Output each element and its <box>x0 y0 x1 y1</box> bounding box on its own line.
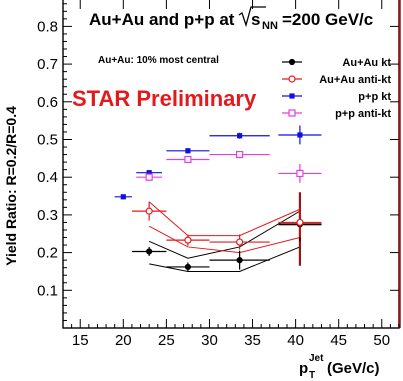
data-point <box>184 155 192 164</box>
x-axis-gevc: (GeV/c) <box>327 360 380 377</box>
x-axis-t: T <box>309 370 315 381</box>
data-point <box>236 257 243 264</box>
x-axis-sup: Jet <box>309 353 324 364</box>
y-tick-label: 0.4 <box>37 169 58 186</box>
data-point <box>288 75 296 83</box>
sys-band-lower <box>149 246 301 272</box>
title-tail: =200 GeV/c <box>282 10 373 29</box>
x-axis-title: p <box>299 360 308 377</box>
data-point <box>146 248 153 255</box>
y-tick-label: 0.2 <box>37 245 58 262</box>
x-tick-label: 35 <box>244 332 261 349</box>
legend-label: p+p kt <box>358 91 391 103</box>
sys-band-upper <box>148 210 301 259</box>
series-au-au-anti-kt <box>131 201 322 250</box>
chart-title: Au+Au and p+p at <box>89 10 235 29</box>
data-point <box>296 169 304 178</box>
data-point <box>236 238 244 246</box>
sys-band-lower <box>148 225 301 254</box>
series-p-p-kt <box>114 125 322 200</box>
data-point <box>185 148 191 154</box>
data-point <box>297 132 303 138</box>
x-axis-unit: (GeV/c) <box>327 360 380 377</box>
title-main: Au+Au and p+p at <box>89 10 235 29</box>
data-point <box>289 93 295 99</box>
centrality-note: Au+Au: 10% most central <box>98 55 219 66</box>
y-tick-label: 0.5 <box>37 131 58 148</box>
sqrt-radical <box>238 6 266 28</box>
data-point <box>288 109 296 117</box>
x-axis-jet: Jet <box>309 353 324 364</box>
y-tick-label: 0.7 <box>37 56 58 73</box>
y-tick-label: 0.8 <box>37 18 58 35</box>
data-point <box>146 170 152 176</box>
data-point <box>145 207 153 215</box>
star-preliminary-label: STAR Preliminary <box>72 86 257 111</box>
data-point <box>236 150 244 159</box>
x-tick-label: 30 <box>201 332 218 349</box>
legend-label: Au+Au anti-kt <box>319 74 391 86</box>
x-tick-label: 15 <box>72 332 89 349</box>
data-point <box>296 218 304 227</box>
x-tick-label: 20 <box>115 332 132 349</box>
title-sqrt-s: s <box>251 10 260 29</box>
legend: Au+Au kt Au+Au anti-kt p+p kt p+p anti-kt <box>282 57 391 120</box>
sys-band-upper <box>148 201 301 237</box>
x-tick-label: 40 <box>287 332 304 349</box>
data-points <box>114 125 322 272</box>
series-p-p-anti-kt <box>136 150 322 183</box>
x-axis-p: p <box>299 360 308 377</box>
data-point <box>120 194 126 200</box>
data-point <box>237 133 243 139</box>
legend-label: Au+Au kt <box>342 57 391 69</box>
title-nn: NN <box>262 20 278 32</box>
legend-label: p+p anti-kt <box>335 108 391 120</box>
data-point <box>145 173 153 181</box>
y-tick-label: 0.1 <box>37 282 58 299</box>
title-subscript: NN <box>262 20 278 32</box>
x-tick-label: 45 <box>330 332 347 349</box>
x-axis-sub: T <box>309 370 315 381</box>
y-tick-label: 0.6 <box>37 94 58 111</box>
title-energy: =200 GeV/c <box>282 10 373 29</box>
data-point <box>184 236 192 244</box>
y-axis-title: Yield Ratio: R=0.2/R=0.4 <box>3 106 19 266</box>
plot-frame <box>62 0 400 329</box>
axes-layer: 15 20 25 30 35 40 45 50 0.1 0.2 0.3 0.4 0.5 0.6 0.7 0.8 <box>37 0 400 349</box>
y-tick-label: 0.3 <box>37 207 58 224</box>
x-tick-label: 50 <box>373 332 390 349</box>
title-s: s <box>251 10 260 29</box>
data-point <box>184 263 192 271</box>
x-tick-label: 25 <box>158 332 175 349</box>
data-point <box>288 58 296 66</box>
